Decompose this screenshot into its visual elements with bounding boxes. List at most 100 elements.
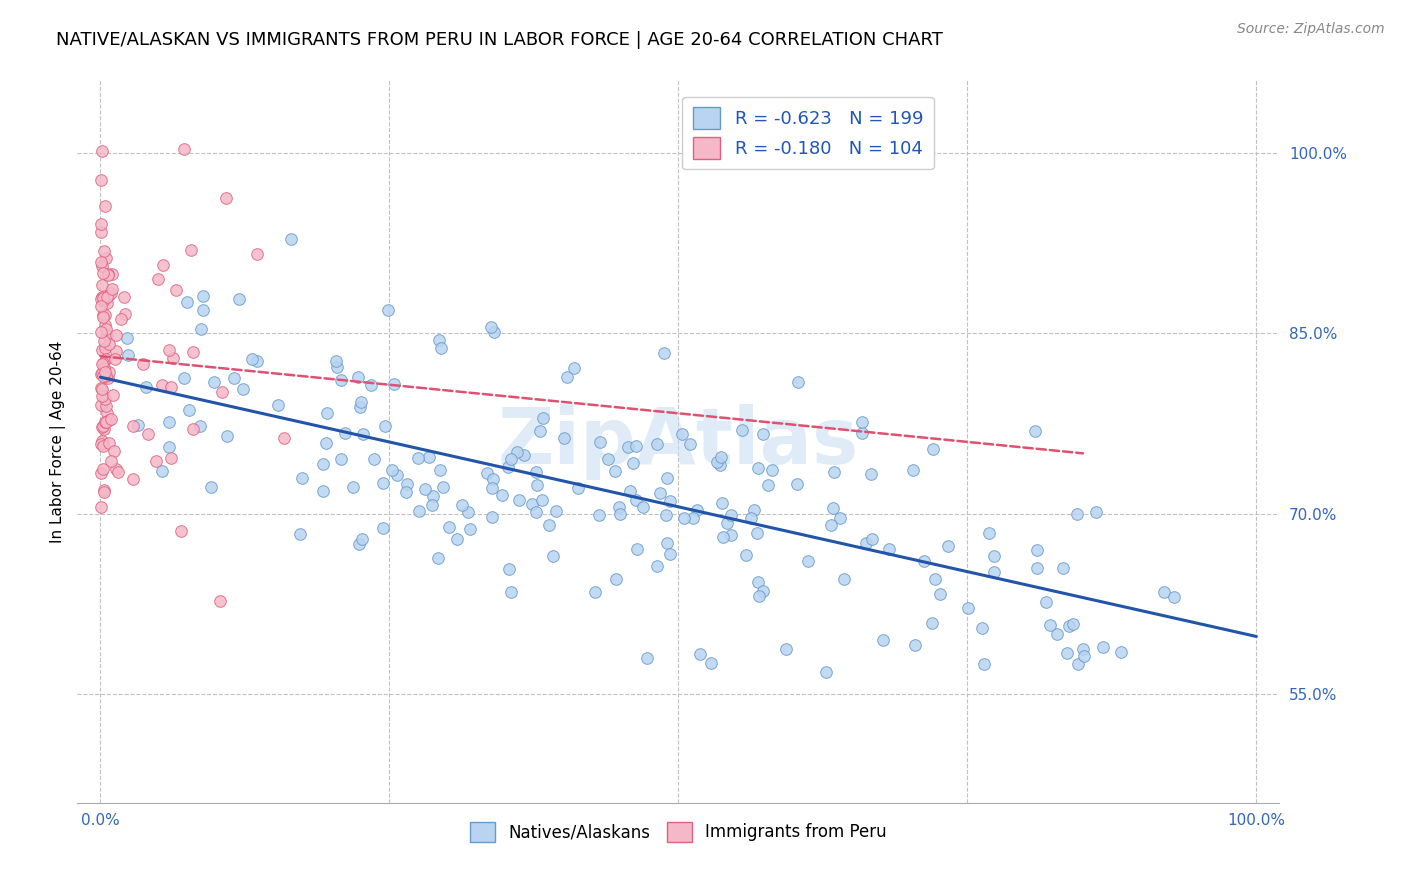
Point: [877, 542, 900, 557]
Point: [202, 375, 225, 389]
Point: [499, 452, 522, 467]
Point: [711, 530, 734, 544]
Point: [979, 525, 1001, 540]
Point: [91, 308, 114, 322]
Point: [173, 370, 195, 384]
Point: [496, 459, 519, 474]
Y-axis label: In Labor Force | Age 20-64: In Labor Force | Age 20-64: [51, 341, 66, 542]
Point: [752, 427, 775, 442]
Point: [823, 466, 845, 480]
Point: [371, 476, 394, 491]
Point: [498, 562, 520, 576]
Point: [508, 492, 530, 507]
Point: [396, 476, 419, 491]
Point: [761, 462, 783, 476]
Point: [232, 382, 254, 396]
Point: [132, 357, 155, 371]
Point: [90, 466, 112, 480]
Point: [689, 647, 711, 661]
Point: [588, 508, 610, 522]
Point: [90, 173, 112, 187]
Point: [160, 380, 183, 394]
Point: [93, 422, 115, 436]
Point: [655, 508, 678, 523]
Point: [315, 436, 337, 450]
Point: [97, 288, 120, 302]
Point: [91, 439, 114, 453]
Point: [621, 456, 644, 470]
Point: [553, 430, 575, 444]
Point: [91, 266, 114, 280]
Point: [312, 457, 335, 471]
Point: [90, 300, 112, 314]
Point: [427, 550, 450, 565]
Point: [1024, 424, 1046, 438]
Point: [104, 462, 127, 476]
Point: [90, 436, 112, 450]
Point: [115, 331, 138, 345]
Point: [100, 282, 122, 296]
Point: [901, 463, 924, 477]
Point: [363, 452, 385, 467]
Point: [117, 348, 139, 362]
Point: [645, 437, 668, 451]
Point: [350, 532, 373, 546]
Point: [208, 594, 231, 608]
Point: [538, 517, 561, 532]
Point: [96, 399, 118, 413]
Point: [173, 142, 195, 156]
Point: [98, 336, 121, 351]
Point: [904, 638, 927, 652]
Point: [855, 535, 877, 549]
Point: [93, 334, 115, 348]
Point: [786, 477, 808, 491]
Point: [742, 502, 765, 516]
Point: [924, 572, 946, 586]
Point: [820, 517, 842, 532]
Point: [342, 480, 364, 494]
Point: [912, 554, 935, 568]
Point: [529, 424, 551, 438]
Point: [709, 458, 731, 473]
Point: [1066, 508, 1088, 522]
Point: [91, 434, 114, 448]
Point: [110, 312, 132, 326]
Point: [860, 467, 883, 481]
Point: [93, 310, 115, 324]
Point: [970, 622, 993, 636]
Point: [481, 481, 503, 495]
Point: [446, 533, 468, 547]
Point: [98, 413, 121, 427]
Point: [188, 418, 211, 433]
Point: [176, 294, 198, 309]
Point: [1163, 590, 1185, 604]
Point: [382, 376, 405, 391]
Point: [745, 526, 768, 541]
Point: [928, 587, 950, 601]
Point: [626, 492, 648, 507]
Point: [1153, 585, 1175, 599]
Point: [619, 483, 641, 498]
Point: [699, 656, 721, 670]
Point: [90, 225, 112, 239]
Point: [406, 451, 429, 466]
Point: [136, 427, 159, 442]
Point: [200, 480, 222, 494]
Point: [583, 585, 606, 599]
Point: [91, 368, 114, 383]
Point: [1067, 657, 1090, 672]
Point: [526, 478, 548, 492]
Point: [626, 541, 648, 556]
Point: [94, 365, 117, 379]
Point: [90, 357, 112, 371]
Point: [631, 500, 654, 514]
Point: [686, 503, 709, 517]
Point: [481, 510, 503, 524]
Point: [828, 511, 851, 525]
Point: [605, 572, 627, 586]
Point: [114, 306, 136, 320]
Point: [706, 455, 728, 469]
Point: [609, 507, 631, 521]
Point: [267, 398, 290, 412]
Point: [211, 385, 233, 400]
